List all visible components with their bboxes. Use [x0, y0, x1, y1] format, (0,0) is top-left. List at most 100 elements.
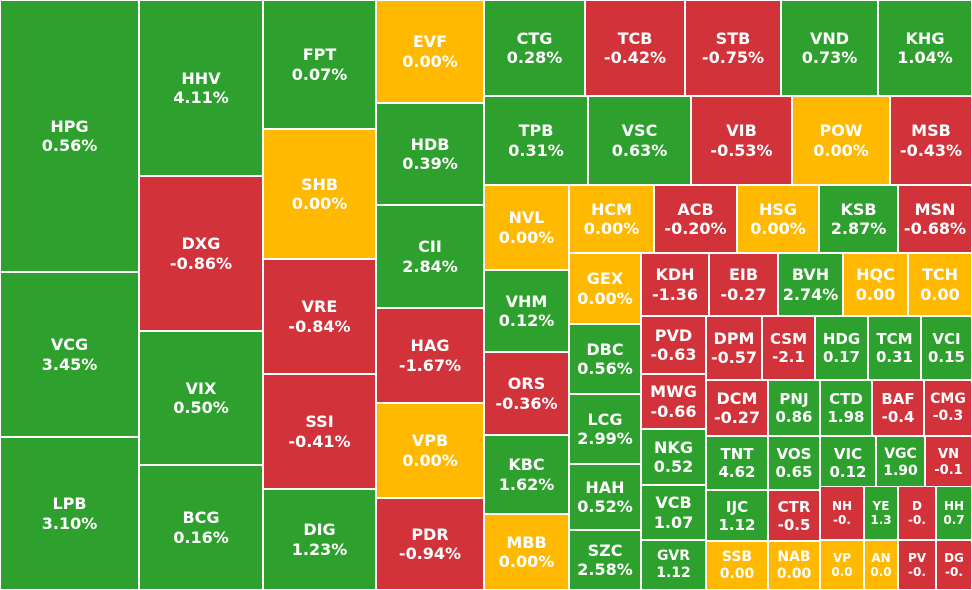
tile-mwg[interactable]: MWG -0.66: [641, 374, 706, 429]
tile-baf[interactable]: BAF -0.4: [872, 380, 924, 436]
tile-vic[interactable]: VIC 0.12: [820, 436, 876, 490]
tile-lcg[interactable]: LCG 2.99%: [569, 394, 641, 464]
tile-symbol: VHM: [505, 291, 548, 311]
tile-change: 2.84%: [402, 256, 458, 276]
tile-mbb[interactable]: MBB 0.00%: [484, 514, 569, 590]
tile-vpb[interactable]: VPB 0.00%: [376, 403, 484, 498]
tile-hh[interactable]: HH 0.7: [936, 486, 972, 540]
tile-cmg[interactable]: CMG -0.3: [924, 380, 972, 436]
tile-pv[interactable]: PV -0.: [898, 540, 936, 590]
tile-change: -0.94%: [398, 544, 462, 563]
tile-szc[interactable]: SZC 2.58%: [569, 530, 641, 590]
tile-dpm[interactable]: DPM -0.57: [706, 316, 762, 380]
tile-dg[interactable]: DG -0.: [936, 540, 972, 590]
tile-vib[interactable]: VIB -0.53%: [691, 96, 792, 185]
tile-stb[interactable]: STB -0.75%: [685, 0, 781, 96]
tile-symbol: KHG: [905, 28, 945, 48]
tile-msn[interactable]: MSN -0.68%: [898, 185, 972, 253]
tile-hqc[interactable]: HQC 0.00: [843, 253, 908, 316]
tile-dig[interactable]: DIG 1.23%: [263, 489, 376, 590]
tile-vix[interactable]: VIX 0.50%: [139, 331, 263, 465]
tile-nvl[interactable]: NVL 0.00%: [484, 185, 569, 270]
tile-symbol: LPB: [52, 494, 87, 514]
tile-vcb[interactable]: VCB 1.07: [641, 485, 706, 540]
tile-hdb[interactable]: HDB 0.39%: [376, 103, 484, 205]
tile-tpb[interactable]: TPB 0.31%: [484, 96, 588, 185]
tile-cii[interactable]: CII 2.84%: [376, 205, 484, 308]
tile-csm[interactable]: CSM -2.1: [762, 316, 815, 380]
tile-kdh[interactable]: KDH -1.36: [641, 253, 709, 316]
tile-vgc[interactable]: VGC 1.90: [876, 436, 925, 490]
tile-vnd[interactable]: VND 0.73%: [781, 0, 878, 96]
tile-eib[interactable]: EIB -0.27: [709, 253, 778, 316]
tile-vp[interactable]: VP 0.0: [820, 540, 864, 590]
tile-evf[interactable]: EVF 0.00%: [376, 0, 484, 103]
tile-hah[interactable]: HAH 0.52%: [569, 464, 641, 530]
tile-symbol: PVD: [654, 325, 693, 345]
tile-ijc[interactable]: IJC 1.12: [706, 490, 768, 541]
tile-lpb[interactable]: LPB 3.10%: [0, 437, 139, 590]
tile-vci[interactable]: VCI 0.15: [921, 316, 972, 380]
tile-vsc[interactable]: VSC 0.63%: [588, 96, 691, 185]
tile-dbc[interactable]: DBC 0.56%: [569, 324, 641, 394]
tile-pdr[interactable]: PDR -0.94%: [376, 498, 484, 590]
tile-change: -0.36%: [495, 393, 558, 413]
tile-pnj[interactable]: PNJ 0.86: [768, 380, 820, 436]
tile-change: 0.00: [920, 284, 960, 304]
tile-vcg[interactable]: VCG 3.45%: [0, 272, 139, 437]
tile-symbol: HDG: [822, 330, 861, 348]
tile-hpg[interactable]: HPG 0.56%: [0, 0, 139, 272]
tile-hag[interactable]: HAG -1.67%: [376, 308, 484, 403]
tile-tcb[interactable]: TCB -0.42%: [585, 0, 685, 96]
tile-an[interactable]: AN 0.0: [864, 540, 898, 590]
tile-vhm[interactable]: VHM 0.12%: [484, 270, 569, 352]
tile-nab[interactable]: NAB 0.00: [768, 541, 820, 590]
tile-symbol: VGC: [884, 446, 917, 463]
tile-bcg[interactable]: BCG 0.16%: [139, 465, 263, 590]
tile-vn[interactable]: VN -0.1: [925, 436, 972, 490]
tile-tnt[interactable]: TNT 4.62: [706, 436, 768, 490]
tile-gex[interactable]: GEX 0.00%: [569, 253, 641, 324]
tile-vos[interactable]: VOS 0.65: [768, 436, 820, 490]
tile-nkg[interactable]: NKG 0.52: [641, 429, 706, 485]
tile-pvd[interactable]: PVD -0.63: [641, 316, 706, 374]
tile-acb[interactable]: ACB -0.20%: [654, 185, 737, 253]
tile-change: 2.87%: [830, 219, 887, 238]
tile-ctr[interactable]: CTR -0.5: [768, 490, 820, 541]
tile-dxg[interactable]: DXG -0.86%: [139, 176, 263, 331]
tile-tch[interactable]: TCH 0.00: [908, 253, 972, 316]
tile-change: 0.12%: [498, 311, 555, 330]
tile-hsg[interactable]: HSG 0.00%: [737, 185, 819, 253]
tile-ssi[interactable]: SSI -0.41%: [263, 374, 376, 489]
tile-d[interactable]: D -0.: [898, 486, 936, 540]
tile-ctd[interactable]: CTD 1.98: [820, 380, 872, 436]
tile-hcm[interactable]: HCM 0.00%: [569, 185, 654, 253]
tile-hhv[interactable]: HHV 4.11%: [139, 0, 263, 176]
tile-symbol: TCH: [921, 265, 959, 285]
tile-ye[interactable]: YE 1.3: [864, 486, 898, 540]
tile-symbol: STB: [715, 28, 751, 48]
tile-nh[interactable]: NH -0.: [820, 486, 864, 540]
tile-shb[interactable]: SHB 0.00%: [263, 129, 376, 259]
tile-symbol: BVH: [791, 265, 830, 285]
tile-gvr[interactable]: GVR 1.12: [641, 540, 706, 590]
tile-msb[interactable]: MSB -0.43%: [890, 96, 972, 185]
tile-khg[interactable]: KHG 1.04%: [878, 0, 972, 96]
tile-vre[interactable]: VRE -0.84%: [263, 259, 376, 374]
tile-pow[interactable]: POW 0.00%: [792, 96, 890, 185]
tile-kbc[interactable]: KBC 1.62%: [484, 435, 569, 514]
tile-tcm[interactable]: TCM 0.31: [868, 316, 921, 380]
tile-change: 1.90: [883, 463, 918, 479]
tile-ksb[interactable]: KSB 2.87%: [819, 185, 898, 253]
tile-change: 1.12: [656, 565, 691, 581]
tile-ors[interactable]: ORS -0.36%: [484, 352, 569, 435]
tile-symbol: NKG: [654, 437, 693, 457]
tile-fpt[interactable]: FPT 0.07%: [263, 0, 376, 129]
tile-hdg[interactable]: HDG 0.17: [815, 316, 868, 380]
tile-ctg[interactable]: CTG 0.28%: [484, 0, 585, 96]
tile-change: -0.43%: [899, 140, 963, 160]
tile-dcm[interactable]: DCM -0.27: [706, 380, 768, 436]
tile-bvh[interactable]: BVH 2.74%: [778, 253, 843, 316]
tile-change: 0.12: [829, 463, 867, 481]
tile-ssb[interactable]: SSB 0.00: [706, 541, 768, 590]
